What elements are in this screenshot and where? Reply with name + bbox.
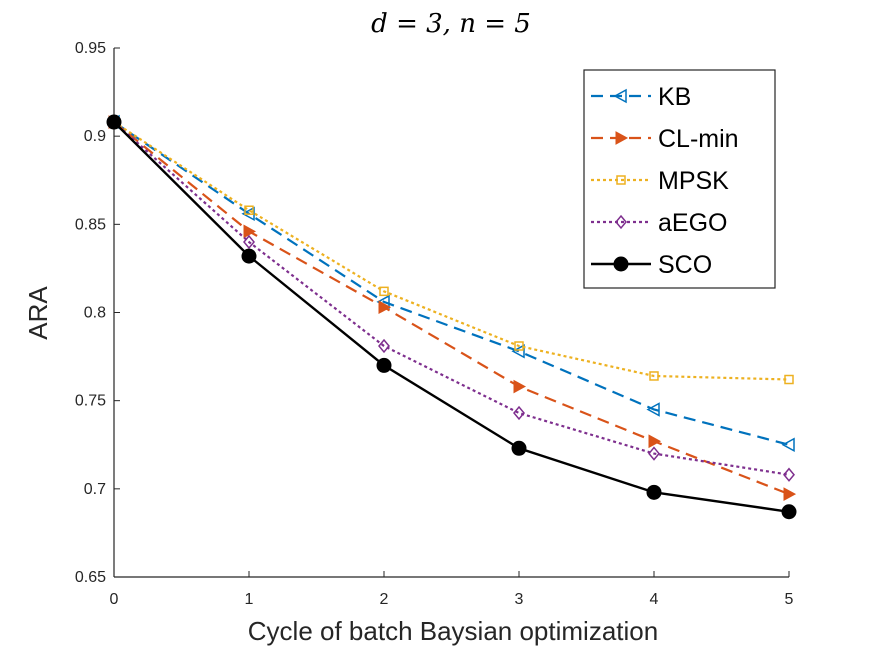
legend-label: CL-min <box>658 125 739 153</box>
legend: KB CL-min MPSK aEGO SCO <box>583 69 776 289</box>
data-point <box>241 248 257 264</box>
data-point <box>784 374 794 385</box>
data-point <box>513 405 525 421</box>
data-point <box>514 341 524 351</box>
legend-label: KB <box>658 83 691 111</box>
data-point <box>646 484 662 500</box>
data-point <box>106 114 122 130</box>
y-tick-label: 0.75 <box>75 393 106 410</box>
data-point <box>648 446 660 461</box>
series-sco <box>106 114 797 520</box>
x-tick-label: 4 <box>650 591 659 608</box>
series-line <box>113 121 790 446</box>
data-point <box>648 434 662 449</box>
data-point <box>781 504 797 520</box>
series-line <box>113 121 790 381</box>
legend-marker <box>613 88 627 104</box>
data-point <box>646 402 660 417</box>
series-line <box>113 121 790 476</box>
chart-title: d = 3, n = 5 <box>371 9 531 39</box>
data-point <box>513 379 527 394</box>
y-tick-label: 0.65 <box>75 569 106 586</box>
data-point <box>241 206 255 222</box>
data-point <box>783 487 797 501</box>
data-point <box>376 357 392 373</box>
data-point <box>244 205 254 215</box>
y-tick-label: 0.9 <box>84 128 106 145</box>
data-point <box>378 300 392 315</box>
legend-marker <box>613 256 629 272</box>
legend-item: MPSK <box>591 167 729 195</box>
x-tick-label: 1 <box>245 591 254 608</box>
legend-item: SCO <box>591 251 712 279</box>
y-tick-label: 0.7 <box>84 481 106 498</box>
data-point <box>511 344 525 359</box>
data-point <box>378 338 390 354</box>
legend-marker <box>615 131 629 145</box>
data-point <box>783 467 795 482</box>
legend-item: KB <box>591 83 691 111</box>
data-point <box>511 440 527 456</box>
x-axis-label: Cycle of batch Baysian optimization <box>248 616 658 646</box>
x-tick-label: 5 <box>785 591 794 608</box>
legend-label: aEGO <box>658 209 727 237</box>
data-point <box>379 286 389 297</box>
x-tick-label: 0 <box>110 591 119 608</box>
x-tick-label: 2 <box>380 591 389 608</box>
axes: 0 1 2 3 4 5 0.65 0.7 0.75 0.8 0.85 0.9 0.95 <box>75 40 794 608</box>
series-layer <box>106 114 797 520</box>
legend-item: CL-min <box>591 125 739 153</box>
legend-item: aEGO <box>591 209 727 237</box>
data-point <box>243 224 257 239</box>
series-line <box>113 121 790 496</box>
y-tick-label: 0.95 <box>75 40 106 57</box>
series-line <box>113 121 790 513</box>
legend-label: MPSK <box>658 167 729 195</box>
data-point <box>649 371 659 381</box>
legend-marker <box>615 214 627 230</box>
y-axis-label: ARA <box>23 286 53 340</box>
data-point <box>781 437 795 453</box>
legend-label: SCO <box>658 251 712 279</box>
data-point <box>243 234 255 250</box>
x-tick-label: 3 <box>515 591 524 608</box>
y-tick-label: 0.8 <box>84 305 106 322</box>
legend-marker <box>616 175 626 185</box>
y-tick-label: 0.85 <box>75 216 106 233</box>
